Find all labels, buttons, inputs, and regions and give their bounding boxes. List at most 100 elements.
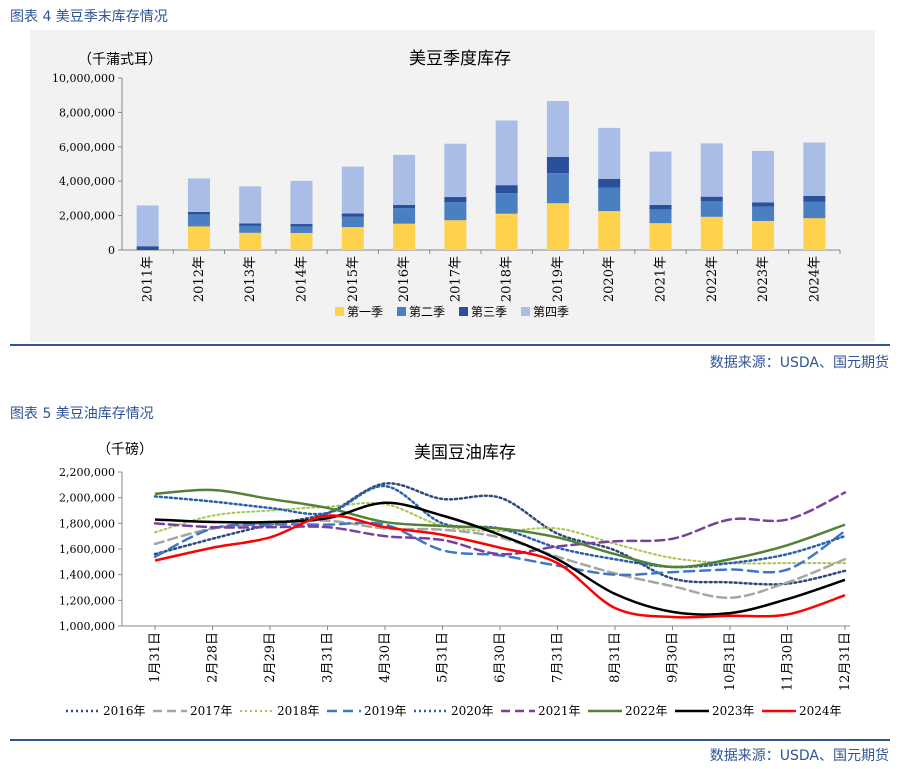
- chart1-bar-segment: [290, 224, 313, 227]
- chart1-legend-label: 第二季: [409, 305, 445, 319]
- chart2-legend-label: 2019年: [364, 704, 407, 718]
- chart1-bar-segment: [393, 208, 416, 224]
- chart1-bar-segment: [598, 178, 621, 188]
- chart1-bar-segment: [495, 213, 518, 250]
- chart1-legend-swatch: [335, 307, 344, 316]
- chart1-x-tick-label: 2016年: [397, 256, 412, 302]
- chart2-series-line: [153, 519, 847, 600]
- chart2-x-tick-label: 11月30日: [781, 632, 796, 691]
- chart1-bar-segment: [239, 232, 262, 250]
- chart1-bar-segment: [546, 101, 569, 157]
- chart2-unit-label: （千磅）: [97, 441, 153, 458]
- chart1-y-tick-label: 8,000,000: [59, 106, 115, 119]
- chart2-y-tick-label: 1,200,000: [59, 594, 115, 607]
- chart1-bar-segment: [136, 205, 159, 247]
- chart1-bar-segment: [341, 216, 364, 228]
- chart2-y-tick-label: 2,000,000: [59, 492, 115, 505]
- chart2-x-tick-label: 2月29日: [263, 632, 278, 683]
- chart1-x-tick-label: 2015年: [346, 256, 361, 302]
- chart1-bar-segment: [393, 204, 416, 209]
- chart1-title: 美豆季度库存: [409, 49, 511, 69]
- chart2-x-tick-label: 9月30日: [666, 632, 681, 683]
- chart1-bar-segment: [546, 173, 569, 204]
- chart2-x-tick-label: 3月31日: [321, 632, 336, 683]
- chart1-bar-segment: [700, 201, 723, 217]
- figure4-divider: [10, 344, 890, 346]
- chart1-bar-segment: [290, 232, 313, 250]
- soybean-stocks-bar-chart: 美豆季度库存 （千蒲式耳） 0 2,000,000 4,000,000 6,000,000…: [30, 30, 875, 342]
- chart2-series-line: [154, 488, 846, 569]
- chart2-y-tick-label: 1,000,000: [59, 620, 115, 633]
- figure5-caption: 图表 5 美豆油库存情况: [10, 406, 154, 422]
- chart1-bar-segment: [700, 196, 723, 202]
- chart2-x-tick-label: 6月30日: [493, 632, 508, 683]
- chart1-bar-segment: [546, 203, 569, 250]
- chart1-x-tick-label: 2022年: [705, 256, 720, 302]
- chart1-bar-segment: [187, 211, 210, 215]
- chart1-x-tick-label: 2020年: [602, 256, 617, 302]
- chart1-bar-segment: [444, 202, 467, 221]
- chart1-bar-segment: [136, 246, 159, 250]
- chart2-x-tick-label: 7月31日: [551, 632, 566, 683]
- chart1-y-tick-label: 10,000,000: [52, 72, 115, 85]
- chart1-x-tick-label: 2014年: [295, 256, 310, 302]
- chart1-x-tick-label: 2019年: [551, 256, 566, 302]
- figure5-divider: [10, 739, 890, 741]
- chart2-legend-label: 2024年: [799, 704, 842, 718]
- chart1-bar-segment: [495, 193, 518, 214]
- chart1-bar-segment: [803, 218, 826, 250]
- chart1-bar-segment: [598, 127, 621, 179]
- chart2-legend-label: 2021年: [538, 704, 581, 718]
- chart1-x-tick-label: 2024年: [807, 256, 822, 302]
- chart1-bar-segment: [341, 166, 364, 214]
- chart1-bar-segment: [649, 151, 672, 205]
- figure4-caption: 图表 4 美豆季末库存情况: [10, 9, 168, 25]
- chart2-x-tick-label: 2月28日: [206, 632, 221, 683]
- chart1-x-tick-label: 2023年: [756, 256, 771, 302]
- chart2-x-tick-label: 5月31日: [436, 632, 451, 683]
- chart2-x-tick-label: 4月30日: [378, 632, 393, 683]
- chart1-bar-segment: [341, 227, 364, 250]
- chart2-series-line: [153, 521, 847, 577]
- chart1-bar-segment: [393, 154, 416, 205]
- chart1-bar-segment: [444, 197, 467, 203]
- chart2-title: 美国豆油库存: [414, 443, 516, 463]
- chart1-bar-segment: [752, 206, 775, 221]
- chart1-bar-segment: [649, 209, 672, 224]
- chart1-x-tick-label: 2013年: [243, 256, 258, 302]
- chart1-bar-segment: [341, 213, 364, 217]
- chart1-y-tick-label: 6,000,000: [59, 141, 115, 154]
- chart1-bar-segment: [239, 225, 262, 233]
- chart2-y-tick-label: 1,400,000: [59, 569, 115, 582]
- chart1-bar-segment: [598, 211, 621, 250]
- chart1-bar-segment: [393, 223, 416, 250]
- chart2-series-line: [153, 491, 847, 556]
- chart1-bar-segment: [187, 178, 210, 212]
- chart1-bar-segment: [700, 216, 723, 250]
- chart1-x-tick-label: 2017年: [448, 256, 463, 302]
- chart2-legend-label: 2022年: [625, 704, 668, 718]
- chart1-bar-segment: [290, 226, 313, 233]
- chart1-legend-label: 第一季: [347, 305, 383, 319]
- chart1-bar-segment: [239, 223, 262, 226]
- chart2-x-tick-label: 12月31日: [838, 632, 853, 691]
- chart1-bar-segment: [290, 180, 313, 225]
- chart2-legend-label: 2016年: [103, 704, 146, 718]
- chart2-x-tick-label: 8月31日: [608, 632, 623, 683]
- chart1-unit-label: （千蒲式耳）: [78, 52, 162, 68]
- chart1-bar-segment: [649, 223, 672, 250]
- chart1-bar-segment: [444, 143, 467, 198]
- figure5-source: 数据来源：USDA、国元期货: [709, 748, 889, 764]
- chart1-y-tick-label: 2,000,000: [59, 210, 115, 223]
- chart1-bar-segment: [239, 186, 262, 224]
- chart1-bar-segment: [187, 214, 210, 227]
- chart1-bar-segment: [649, 204, 672, 210]
- chart2-legend-label: 2018年: [277, 704, 320, 718]
- chart1-y-tick-label: 0: [108, 244, 115, 257]
- chart2-y-tick-label: 1,800,000: [59, 517, 115, 530]
- chart1-bar-segment: [546, 156, 569, 174]
- chart1-legend-swatch: [521, 307, 530, 316]
- chart1-bar-segment: [752, 150, 775, 203]
- chart1-bar-segment: [598, 187, 621, 212]
- chart2-series-line: [154, 501, 846, 616]
